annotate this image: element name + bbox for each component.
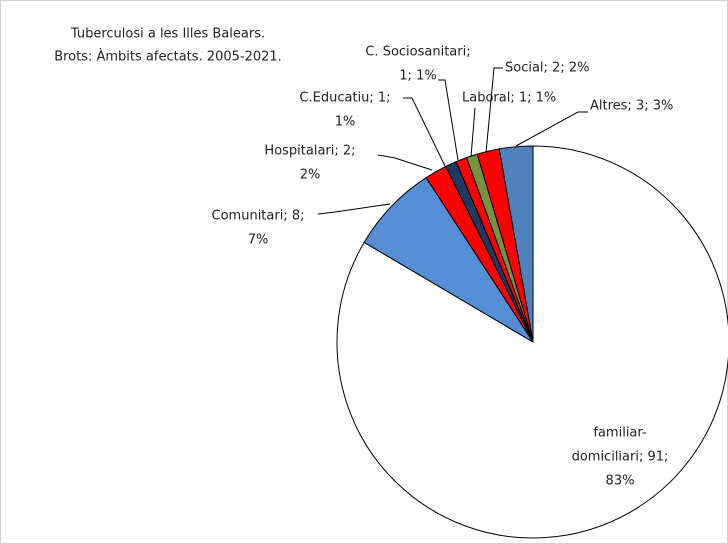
data-label: Comunitari; 8; bbox=[212, 209, 305, 224]
leader-line bbox=[403, 97, 446, 167]
data-label: domiciliari; 91; bbox=[572, 450, 669, 465]
chart-title: Brots: Àmbits afectats. 2005-2021. bbox=[54, 49, 282, 65]
chart-title: Tuberculosi a les Illes Balears. bbox=[70, 27, 265, 42]
data-label: Altres; 3; 3% bbox=[590, 99, 673, 114]
data-label: familiar- bbox=[593, 426, 647, 441]
data-label: 83% bbox=[606, 474, 635, 489]
leader-line bbox=[438, 79, 459, 161]
leader-line bbox=[377, 154, 433, 171]
leader-line bbox=[317, 203, 391, 215]
pie-slice bbox=[498, 145, 534, 343]
data-label: Hospitalari; 2; bbox=[264, 144, 355, 159]
data-label: 1; 1% bbox=[399, 69, 436, 84]
leader-line bbox=[470, 107, 476, 158]
leader-line bbox=[485, 67, 503, 154]
data-label: Laboral; 1; 1% bbox=[462, 91, 556, 106]
data-label: Social; 2; 2% bbox=[505, 61, 589, 76]
data-label: 1% bbox=[335, 115, 356, 130]
leader-line bbox=[515, 111, 588, 147]
data-label: C.Educatiu; 1; bbox=[299, 91, 390, 106]
data-label: C. Sociosanitari; bbox=[365, 45, 470, 60]
data-label: 7% bbox=[248, 233, 269, 248]
data-label: 2% bbox=[300, 168, 321, 183]
